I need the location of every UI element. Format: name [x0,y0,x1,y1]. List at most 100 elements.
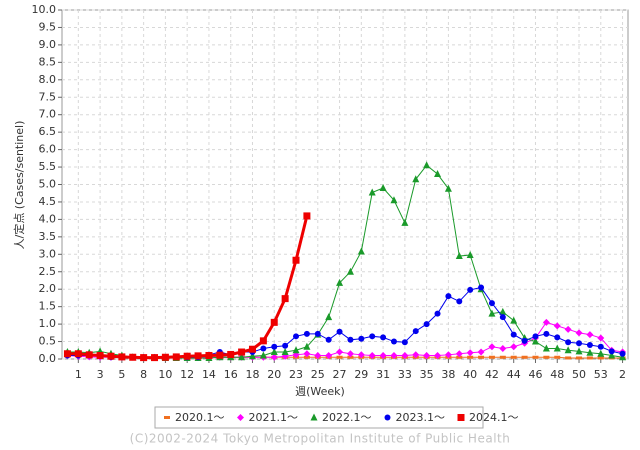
x-tick-label: 20 [267,368,281,381]
data-point [85,351,93,359]
data-point [521,355,528,359]
data-point [293,333,300,340]
legend-box [154,406,484,429]
data-point [467,355,474,359]
y-tick-label: 7.0 [39,108,57,121]
y-tick-label: 2.5 [39,265,57,278]
x-tick-label: 53 [594,368,608,381]
footer: (C)2002-2024 Tokyo Metropolitan Institut… [130,432,511,446]
data-point [379,183,387,191]
data-point [466,250,474,258]
legend-label: 2023.1～ [396,411,446,424]
data-point [205,352,213,360]
data-point [281,348,289,356]
data-point [531,337,539,345]
data-point [227,350,235,358]
data-point [346,267,354,275]
x-tick-label: 40 [463,368,477,381]
legend-label: 2022.1～ [322,411,372,424]
data-point [608,348,615,355]
data-point [325,336,332,343]
data-point [499,345,507,353]
data-point [118,353,126,361]
data-point [412,328,419,335]
data-point [564,325,572,333]
data-point [565,339,572,346]
data-point [303,342,311,350]
data-point [401,352,409,360]
y-tick-label: 6.5 [39,125,57,138]
y-tick-label: 8.5 [39,55,57,68]
data-point [336,348,344,356]
data-point [401,218,409,226]
x-tick-label: 1 [75,368,82,381]
data-point [467,286,474,293]
data-point [336,328,343,335]
data-point [586,356,593,360]
data-point [412,351,420,359]
y-tick-label: 6.0 [39,143,57,156]
data-point [499,355,506,359]
data-point [510,331,517,338]
x-axis-title: 週(Week) [295,385,345,398]
data-point [499,314,506,321]
x-tick-label: 42 [485,368,499,381]
data-point [140,354,148,362]
data-point [325,352,333,360]
y-tick-label: 9.5 [39,20,57,33]
data-point [151,354,159,362]
y-tick-label: 3.0 [39,247,57,260]
data-point [554,334,561,341]
x-tick-label: 31 [376,368,390,381]
data-point [565,356,572,360]
data-point [390,196,398,204]
x-tick-label: 44 [507,368,521,381]
data-point [357,247,365,255]
x-tick-label: 3 [97,368,104,381]
data-point [292,256,300,264]
x-tick-label: 38 [441,368,455,381]
data-point [543,355,550,359]
data-point [270,348,278,356]
data-point [488,309,496,317]
x-tick-label: 23 [289,368,303,381]
data-point [586,342,593,349]
data-point [270,318,278,326]
data-point [553,322,561,330]
data-point [499,307,507,315]
data-point [586,348,594,356]
x-tick-label: 48 [550,368,564,381]
data-point [292,346,300,354]
data-point [303,212,311,220]
x-tick-label: 12 [180,368,194,381]
y-tick-label: 7.5 [39,90,57,103]
data-point [478,284,485,291]
legend-label: 2024.1～ [469,411,519,424]
data-point [390,338,397,345]
y-tick-label: 8.0 [39,73,57,86]
y-tick-label: 5.5 [39,160,57,173]
data-point [369,333,376,340]
data-point [456,298,463,305]
legend-swatch [310,413,318,421]
legend-label: 2021.1～ [249,411,299,424]
data-point [597,343,604,350]
data-point [314,330,321,337]
legend-swatch [384,414,391,421]
y-tick-label: 9.0 [39,38,57,51]
data-point [488,300,495,307]
legend-swatch [164,416,170,419]
data-point [597,349,605,357]
data-point [434,170,442,178]
data-point [357,351,365,359]
data-point [347,336,354,343]
x-tick-label: 25 [311,368,325,381]
data-point [336,355,343,359]
data-point [488,355,495,359]
data-point [542,344,550,352]
data-point [183,352,191,360]
data-point [238,348,246,356]
data-point [434,310,441,317]
data-point [423,161,431,169]
data-point [96,352,104,360]
